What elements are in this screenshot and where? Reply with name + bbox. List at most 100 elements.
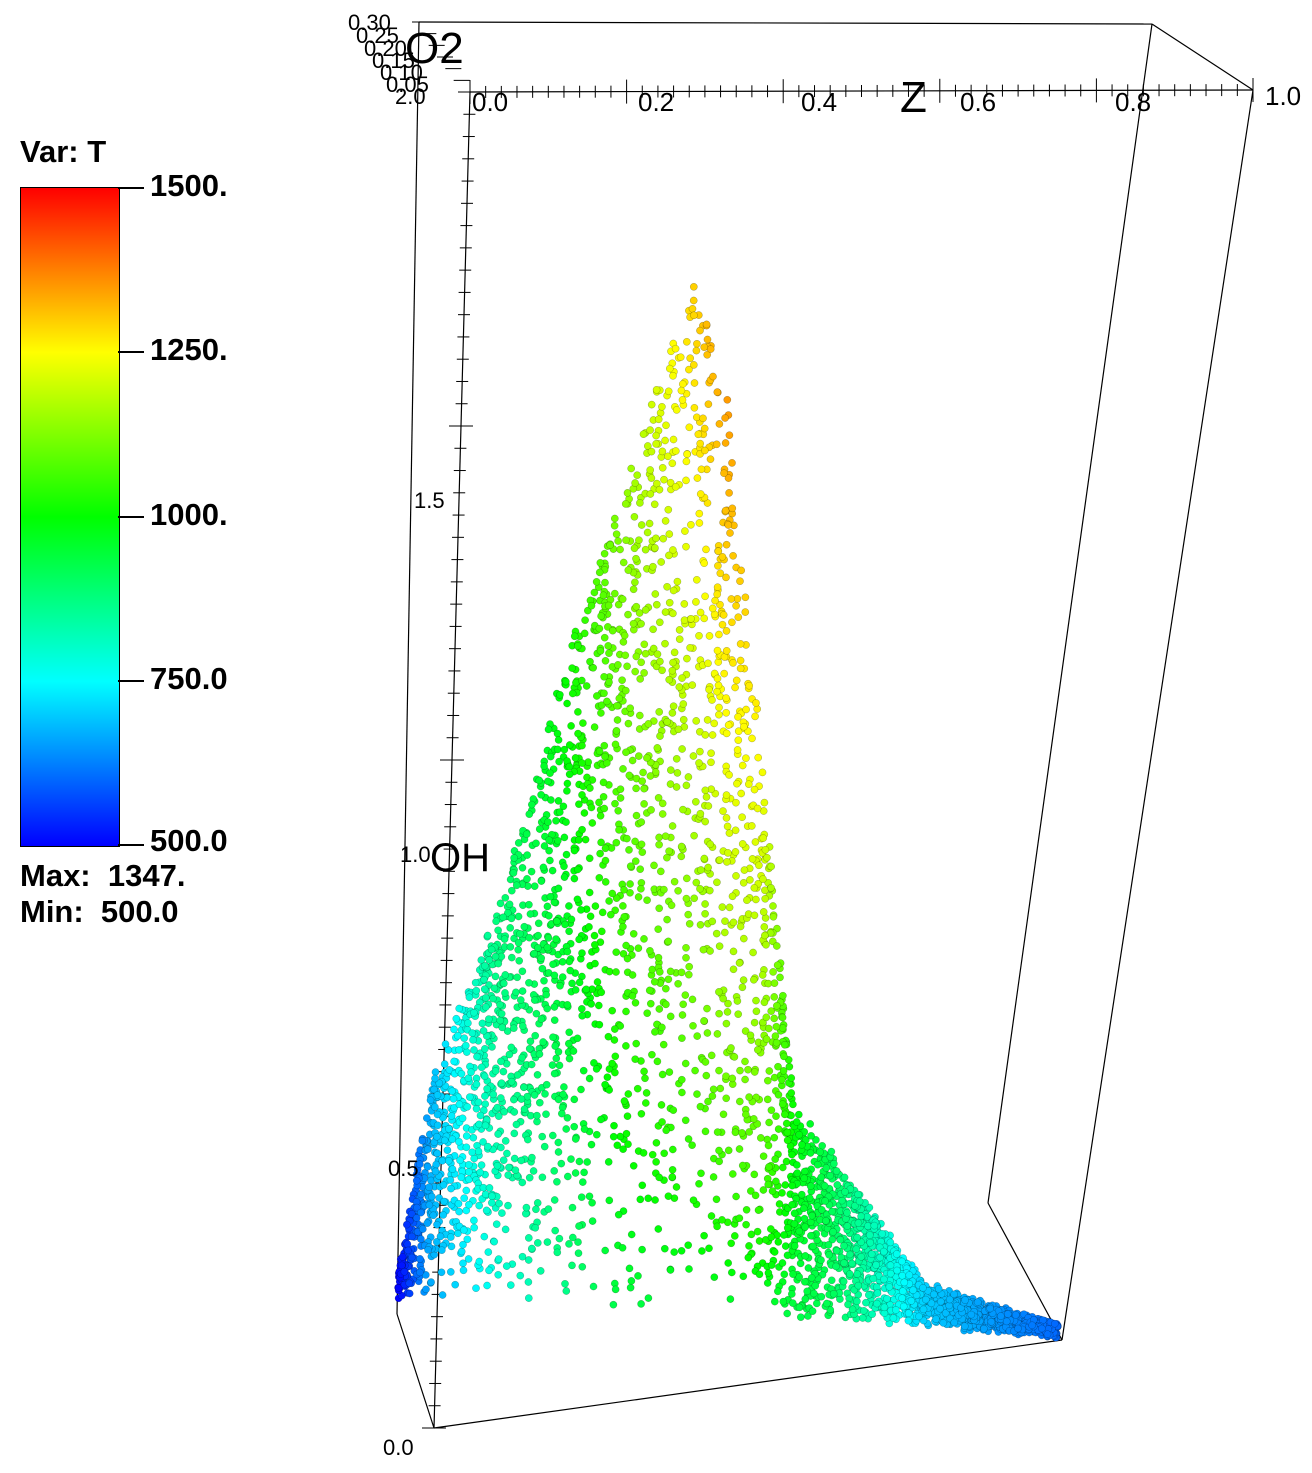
scatter-point [616,1022,625,1030]
y-tick-label: 1.5 [414,488,445,513]
scatter-point [700,1231,708,1240]
scatter-point [567,722,575,730]
scatter-point [431,1103,439,1111]
scatter-point [602,759,611,767]
scatter-point [560,833,569,842]
scatter-point [785,1062,794,1071]
scatter-point [619,638,628,646]
scatter-point [699,945,708,954]
scatter-point [715,988,723,996]
scatter-point [653,650,662,659]
scatter-point [497,1079,506,1088]
scatter-point [481,993,490,1002]
scatter-point [397,1261,406,1270]
scatter-point [533,1111,541,1120]
scatter-point [684,910,693,919]
scatter-point [620,631,629,640]
scatter-point [564,1039,573,1048]
scatter-point [733,779,741,788]
scatter-point [811,1281,820,1290]
scatter-point [817,1173,826,1182]
scatter-point [595,747,604,756]
scatter-point [619,922,627,931]
scatter-point [735,1145,744,1153]
scatter-point [548,866,557,875]
scatter-point [568,664,576,672]
scatter-point [729,659,737,667]
scatter-point [800,1174,809,1183]
scatter-point [828,1207,836,1216]
scatter-point [552,917,561,926]
scatter-point [778,1163,787,1172]
scatter-point [543,1004,552,1013]
scatter-point [461,1041,470,1050]
scatter-point [425,1201,434,1209]
scatter-point [623,489,632,497]
scatter-point [563,947,572,956]
scatter-point [589,1282,598,1291]
scatter-point [658,463,667,472]
scatter-point [748,734,756,743]
scatter-point [804,1264,813,1272]
scatter-point [476,1111,485,1120]
scatter-point [862,1298,870,1307]
scatter-point [741,1027,750,1035]
scatter-point [651,1028,659,1036]
scatter-point [668,1165,677,1174]
scatter-point [678,1011,687,1019]
scatter-point [748,855,757,863]
scatter-point [795,1130,804,1139]
scatter-point [483,931,492,940]
scatter-point [763,853,771,862]
scatter-point [491,972,500,981]
scatter-point [555,1061,564,1070]
scatter-point [697,866,705,874]
scatter-point [518,1053,526,1062]
scatter-point [790,1242,799,1250]
scatter-point [543,902,552,911]
scatter-point [459,1240,467,1249]
scatter-point [570,1095,579,1104]
scatter-point [560,745,569,754]
scatter-point [727,1268,736,1277]
scatter-point [505,1163,513,1172]
scatter-point [631,998,640,1007]
scatter-point [857,1252,866,1261]
scatter-point [843,1208,851,1217]
scatter-point [869,1274,878,1283]
scatter-point [700,1017,708,1025]
scatter-point [494,959,503,968]
scatter-point [611,1285,620,1294]
scatter-point [525,1044,534,1053]
scatter-point [499,913,508,922]
scatter-point [631,857,640,866]
scatter-point [590,588,599,597]
scatter-point [718,1216,726,1224]
scatter-point [481,1092,489,1100]
scatter-point [795,1303,804,1312]
scatter-point [520,1083,528,1092]
scatter-point [595,873,604,882]
scatter-point [720,928,729,937]
scatter-point [464,1255,473,1263]
scatter-point [464,1160,473,1169]
scatter-point [822,1164,831,1172]
scatter-point [473,1052,481,1061]
scatter-point [651,590,660,598]
scatter-point [573,895,582,904]
scatter-point [646,490,655,498]
scatter-point [661,608,670,616]
scatter-point [712,440,721,449]
scatter-point [577,1085,585,1094]
scatter-point [807,1274,816,1282]
scatter-point [579,719,587,727]
scatter-point [644,1194,653,1203]
scatter-point [721,506,730,515]
scatter-point [909,1286,917,1295]
scatter-point [669,435,678,444]
scatter-point [577,676,586,685]
scatter-point [612,948,621,957]
x-tick-label: 0.6 [960,87,996,117]
scatter-point [812,1299,821,1308]
scatter-point [723,822,732,831]
